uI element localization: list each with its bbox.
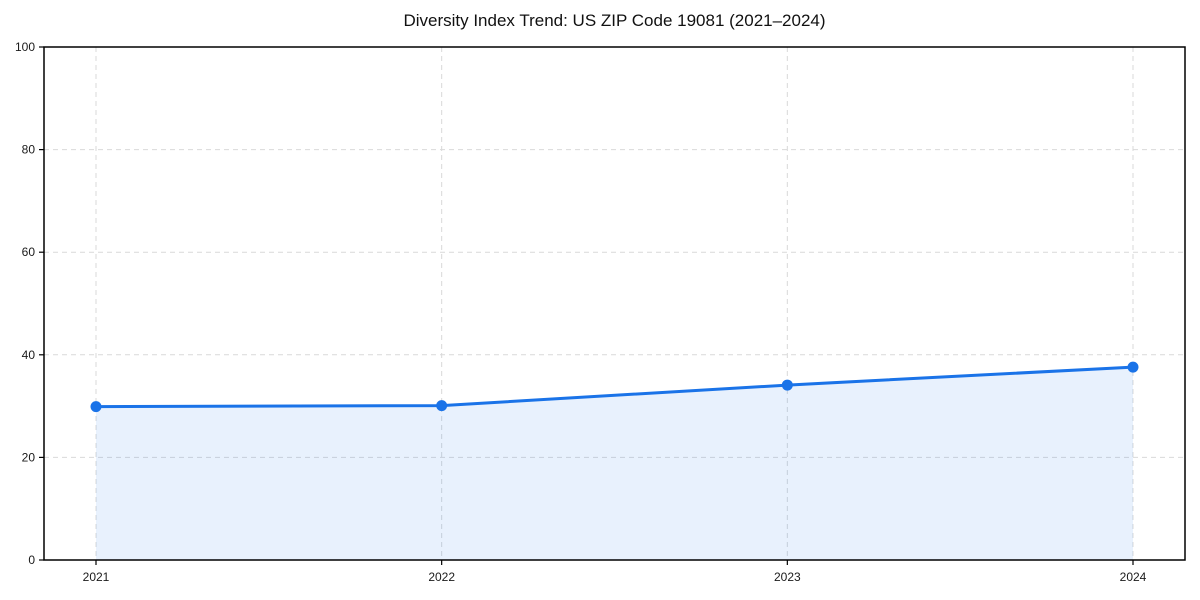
- x-tick-label: 2024: [1120, 570, 1147, 584]
- area-fill: [96, 367, 1133, 560]
- x-tick-label: 2021: [83, 570, 110, 584]
- x-tick-label: 2023: [774, 570, 801, 584]
- data-point: [1127, 361, 1139, 373]
- x-tick-label: 2022: [428, 570, 455, 584]
- y-tick-label: 20: [22, 450, 36, 464]
- data-point: [781, 379, 793, 391]
- y-tick-label: 80: [22, 143, 36, 157]
- data-point: [90, 401, 102, 413]
- y-tick-label: 100: [15, 40, 35, 54]
- y-tick-label: 60: [22, 245, 36, 259]
- y-tick-label: 0: [28, 553, 35, 567]
- data-point: [436, 400, 448, 412]
- plot-border: [43, 46, 1186, 561]
- trend-line: [94, 365, 1135, 409]
- y-tick-label: 40: [22, 348, 36, 362]
- chart-title: Diversity Index Trend: US ZIP Code 19081…: [403, 11, 826, 30]
